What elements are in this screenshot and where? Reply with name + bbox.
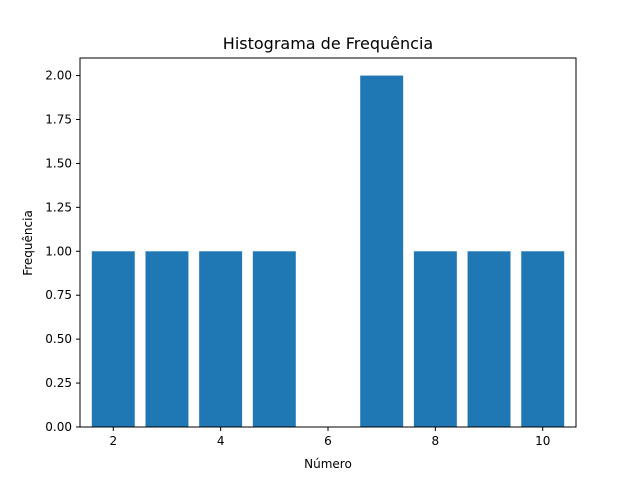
bar-3	[145, 251, 189, 427]
bar-4	[199, 251, 243, 427]
x-tick-label: 4	[217, 434, 225, 448]
bars-group	[91, 75, 565, 428]
y-tick-label: 2.00	[45, 69, 72, 83]
y-tick-label: 1.25	[45, 200, 72, 214]
y-tick-label: 1.75	[45, 113, 72, 127]
x-tick-label: 6	[324, 434, 332, 448]
plot-frame	[79, 57, 577, 428]
y-axis-ticks: 0.00 0.25 0.50 0.75 1.00 1.25 1.50 1.75 2.00	[45, 69, 80, 434]
bar-7	[360, 75, 404, 428]
y-tick-label: 0.00	[45, 420, 72, 434]
y-tick-label: 0.75	[45, 288, 72, 302]
bar-8	[413, 251, 457, 427]
x-tick-label: 8	[432, 434, 440, 448]
x-axis-ticks: 2 4 6 8 10	[109, 427, 550, 448]
y-axis-title: Frequência	[21, 210, 35, 276]
x-tick-label: 10	[535, 434, 550, 448]
x-tick-label: 2	[109, 434, 117, 448]
bar-10	[521, 251, 565, 427]
y-tick-label: 0.25	[45, 376, 72, 390]
chart-title: Histograma de Frequência	[223, 34, 433, 53]
bar-9	[467, 251, 511, 427]
y-tick-label: 1.50	[45, 156, 72, 170]
y-tick-label: 0.50	[45, 332, 72, 346]
x-axis-title: Número	[304, 457, 352, 471]
bar-2	[91, 251, 135, 427]
bar-5	[252, 251, 296, 427]
y-tick-label: 1.00	[45, 244, 72, 258]
